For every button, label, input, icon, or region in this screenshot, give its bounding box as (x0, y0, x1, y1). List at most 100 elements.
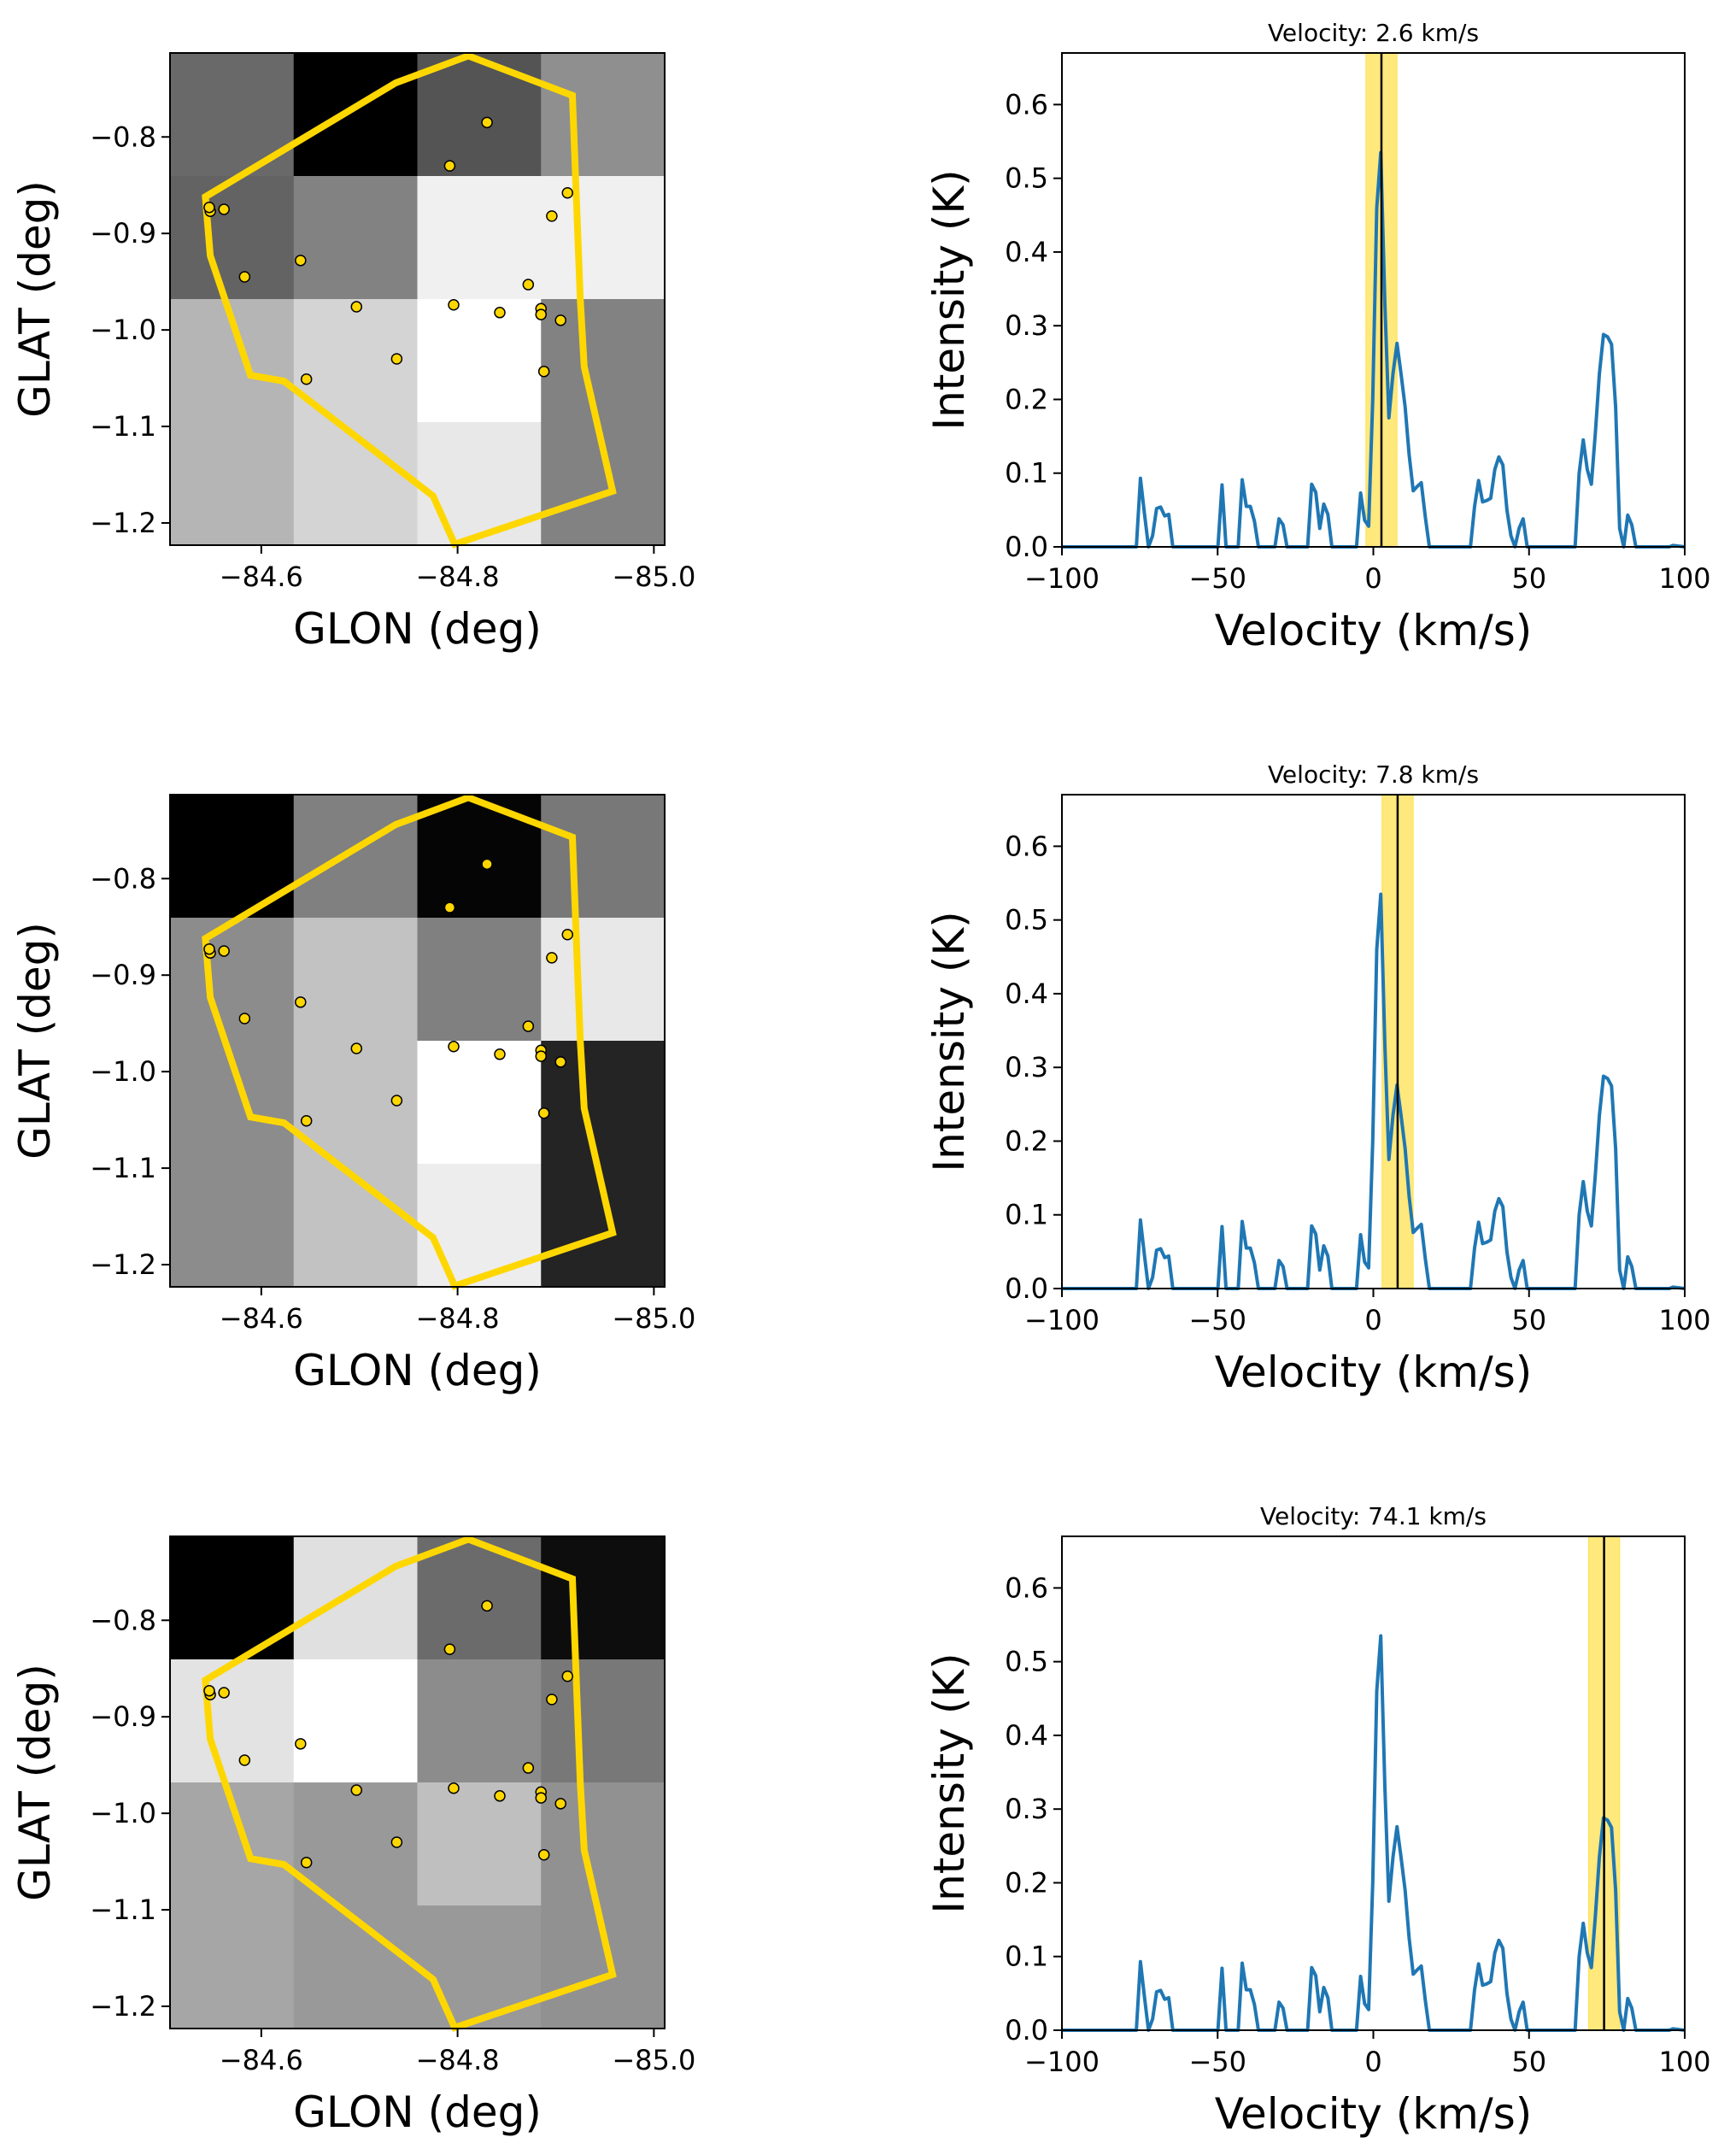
x-tick-label: −100 (1024, 562, 1100, 595)
source-marker (218, 1687, 230, 1699)
source-marker (561, 1670, 574, 1682)
y-tick-label: 0.1 (1005, 457, 1048, 490)
y-axis-label: Intensity (K) (924, 911, 974, 1171)
source-marker (218, 203, 230, 215)
x-tick-label: 0 (1364, 2046, 1381, 2078)
source-marker (494, 307, 506, 319)
y-axis-label: GLAT (deg) (10, 1664, 60, 1901)
source-marker (300, 373, 313, 385)
y-tick-label: −0.9 (90, 959, 156, 991)
spectrum-panel-3: Velocity: 74.1 km/s −100 −50 0 50 100 0.0 0.1 0.… (924, 1502, 1711, 2139)
spectrum-panel-2: Velocity: 7.8 km/s −100 −50 0 50 100 0.0 0.1 0.2… (924, 760, 1711, 1397)
source-marker (537, 1848, 550, 1861)
source-marker (390, 1836, 403, 1848)
source-marker (443, 160, 456, 172)
x-tick-label: −50 (1188, 1304, 1246, 1336)
map-pixel-r1-c3 (541, 1659, 666, 1783)
source-marker (535, 1792, 547, 1804)
map-pixel-r1-c0 (170, 918, 295, 1042)
y-axis-label: GLAT (deg) (10, 180, 60, 418)
y-tick-label: 0.4 (1005, 1719, 1048, 1752)
y-tick-label: −0.8 (90, 862, 156, 895)
source-marker (494, 1048, 506, 1060)
source-marker (522, 1762, 535, 1774)
y-tick-label: −1.0 (90, 1797, 156, 1829)
map-pixel-r1-c2 (417, 918, 542, 1042)
y-tick-label: −1.1 (90, 1894, 156, 1926)
source-marker (295, 255, 307, 267)
x-axis-label: Velocity (km/s) (1215, 1348, 1533, 1397)
map-axes-frame (169, 794, 666, 1288)
source-marker (350, 1042, 363, 1054)
spectrum-title: Velocity: 7.8 km/s (1268, 760, 1479, 789)
source-marker (203, 942, 215, 955)
map-panel-2: −84.6 −84.8 −85.0 −0.8 −0.9 −1.0 −1.1 −1.2 GLON … (10, 794, 695, 1395)
source-marker (390, 353, 403, 365)
source-marker (350, 1784, 363, 1796)
y-tick-label: 0.3 (1005, 309, 1048, 342)
y-tick-label: 0.4 (1005, 978, 1048, 1010)
map-pixel-r2-c2 (417, 1782, 542, 1906)
map-pixel-r3-c1 (293, 422, 418, 546)
source-marker (203, 201, 215, 214)
map-pixel-r1-c1 (293, 1659, 418, 1783)
source-marker (554, 314, 566, 326)
y-axis-label: Intensity (K) (924, 169, 974, 430)
x-tick-label: −85.0 (612, 2044, 695, 2076)
source-marker (535, 1050, 547, 1062)
x-tick-label: 50 (1511, 2046, 1546, 2078)
source-marker (481, 1600, 493, 1612)
source-marker (238, 1013, 251, 1025)
map-pixel-r0-c3 (541, 795, 666, 919)
y-tick-label: 0.6 (1005, 88, 1048, 120)
map-pixel-r1-c0 (170, 176, 295, 300)
y-tick-label: 0.4 (1005, 236, 1048, 268)
source-marker (546, 952, 558, 964)
source-marker (522, 279, 535, 291)
map-pixel-r1-c3 (541, 176, 666, 300)
source-marker (537, 365, 550, 378)
y-axis-label: GLAT (deg) (10, 922, 60, 1160)
source-marker (481, 858, 493, 871)
y-tick-label: −1.0 (90, 1055, 156, 1088)
x-tick-label: −84.6 (220, 561, 303, 593)
x-tick-label: 50 (1511, 1304, 1546, 1336)
y-tick-label: 0.3 (1005, 1793, 1048, 1825)
spectrum-panel-1: Velocity: 2.6 km/s −100 −50 0 50 100 0.0 0.1 0.2… (924, 19, 1711, 655)
x-tick-label: 100 (1658, 562, 1710, 595)
map-pixel-r0-c3 (541, 1536, 666, 1660)
y-tick-label: 0.2 (1005, 383, 1048, 415)
x-tick-label: −84.8 (416, 1302, 500, 1335)
map-pixel-r3-c0 (170, 422, 295, 546)
spectrum-title: Velocity: 2.6 km/s (1268, 19, 1479, 47)
y-tick-label: −1.1 (90, 410, 156, 443)
y-tick-label: −0.9 (90, 1700, 156, 1733)
map-pixel-r1-c2 (417, 1659, 542, 1783)
source-marker (300, 1856, 313, 1869)
x-tick-label: −50 (1188, 562, 1246, 595)
x-tick-label: −84.8 (416, 561, 500, 593)
map-axes-frame (169, 52, 666, 546)
source-marker (238, 271, 251, 283)
source-marker (537, 1107, 550, 1119)
map-pixel-r1-c1 (293, 918, 418, 1042)
map-pixel-r0-c1 (293, 795, 418, 919)
x-tick-label: −84.6 (220, 1302, 303, 1335)
x-axis-label: GLON (deg) (293, 2087, 542, 2137)
x-tick-label: −84.6 (220, 2044, 303, 2076)
source-marker (218, 945, 230, 957)
x-tick-label: 100 (1658, 2046, 1710, 2078)
source-marker (295, 1738, 307, 1750)
region-polygon (202, 794, 617, 1290)
x-axis-label: GLON (deg) (293, 604, 542, 654)
source-marker (546, 210, 558, 222)
x-axis-label: Velocity (km/s) (1215, 2089, 1533, 2139)
y-tick-label: 0.1 (1005, 1941, 1048, 1973)
y-tick-label: −0.8 (90, 1604, 156, 1636)
source-marker (203, 1684, 215, 1697)
source-marker (443, 1643, 456, 1655)
spectrum-title: Velocity: 74.1 km/s (1260, 1502, 1487, 1530)
y-tick-label: 0.6 (1005, 1571, 1048, 1604)
map-pixel-r3-c0 (170, 1905, 295, 2029)
